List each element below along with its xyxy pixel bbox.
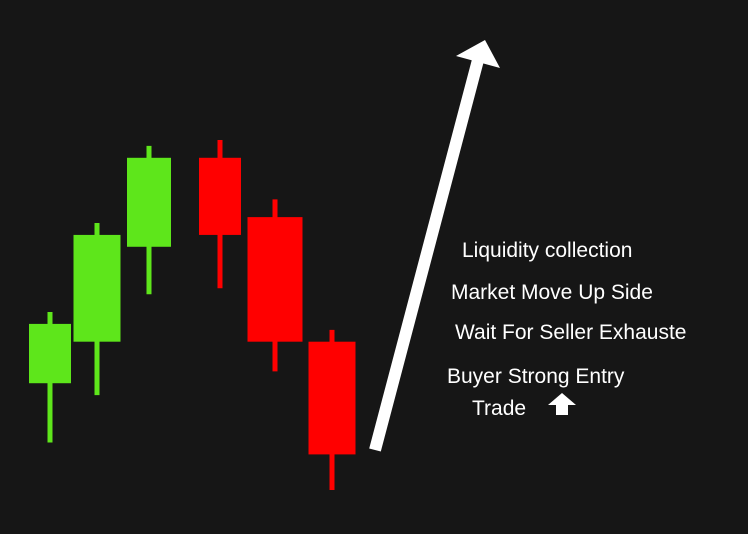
candle-body — [247, 217, 303, 342]
annotation-trade: Trade — [472, 397, 527, 420]
annotation-liquidity-collection: Liquidity collection — [462, 239, 633, 262]
candle-6-bearish — [308, 329, 356, 490]
annotation-market-move-up-side: Market Move Up Side — [451, 281, 653, 304]
trend-arrow — [369, 40, 500, 452]
candle-5-bearish — [247, 199, 303, 372]
candle-2-bullish — [73, 223, 121, 396]
trend-arrow-head — [456, 40, 500, 68]
candle-1-bullish — [29, 312, 71, 443]
candle-body — [308, 341, 356, 455]
candle-body — [127, 157, 171, 247]
candle-4-bearish — [199, 140, 241, 289]
candle-body — [199, 157, 241, 235]
candle-body — [29, 323, 71, 384]
annotation-wait-for-seller-exhauste: Wait For Seller Exhauste — [455, 321, 687, 344]
candles-layer — [29, 140, 356, 490]
annotation-buyer-strong-entry: Buyer Strong Entry — [447, 365, 625, 388]
up-arrow-icon — [548, 393, 576, 415]
candle-body — [73, 234, 121, 342]
candle-3-bullish — [127, 145, 171, 295]
trend-arrow-shaft — [369, 58, 484, 452]
